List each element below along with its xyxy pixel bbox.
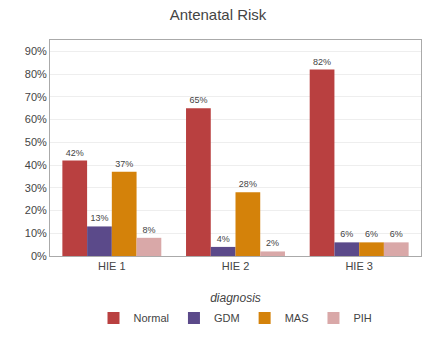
svg-text:Normal: Normal [134, 312, 169, 324]
svg-text:HIE 2: HIE 2 [222, 260, 250, 272]
svg-text:HIE 3: HIE 3 [345, 260, 373, 272]
svg-text:4%: 4% [217, 234, 230, 244]
svg-text:30%: 30% [25, 182, 47, 194]
svg-text:20%: 20% [25, 204, 47, 216]
svg-text:2%: 2% [266, 238, 279, 248]
svg-text:6%: 6% [390, 229, 403, 239]
svg-text:6%: 6% [340, 229, 353, 239]
svg-text:60%: 60% [25, 113, 47, 125]
svg-text:40%: 40% [25, 159, 47, 171]
svg-text:28%: 28% [239, 179, 257, 189]
svg-text:90%: 90% [25, 45, 47, 57]
svg-text:MAS: MAS [285, 312, 309, 324]
svg-text:70%: 70% [25, 91, 47, 103]
svg-text:Antenatal Risk: Antenatal Risk [170, 6, 267, 23]
svg-text:6%: 6% [365, 229, 378, 239]
svg-text:50%: 50% [25, 136, 47, 148]
svg-text:HIE 1: HIE 1 [98, 260, 126, 272]
svg-text:42%: 42% [66, 148, 84, 158]
svg-text:13%: 13% [90, 213, 108, 223]
svg-text:82%: 82% [313, 57, 331, 67]
svg-text:10%: 10% [25, 227, 47, 239]
svg-text:GDM: GDM [214, 312, 240, 324]
svg-text:0%: 0% [31, 250, 47, 262]
svg-text:65%: 65% [189, 95, 207, 105]
svg-text:80%: 80% [25, 68, 47, 80]
svg-text:37%: 37% [115, 159, 133, 169]
svg-text:PIH: PIH [353, 312, 371, 324]
svg-text:diagnosis: diagnosis [210, 291, 261, 305]
svg-text:8%: 8% [142, 225, 155, 235]
